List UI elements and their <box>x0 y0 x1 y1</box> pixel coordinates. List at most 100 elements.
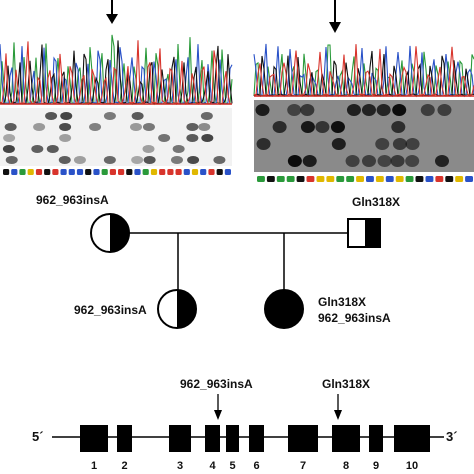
chromatogram-left <box>0 0 233 175</box>
exon-9-box <box>369 425 383 452</box>
gel-band <box>287 104 302 116</box>
arrow-down-icon <box>329 0 341 33</box>
sequence-glyph <box>52 169 59 175</box>
gel-band <box>103 156 116 164</box>
sequence-glyph <box>346 176 355 182</box>
gel-band <box>5 156 18 164</box>
exon-6-box <box>249 425 264 452</box>
exon-3-box <box>169 425 191 452</box>
sequence-letters-left <box>3 169 231 175</box>
sequence-glyph <box>286 176 295 182</box>
sequence-glyph <box>326 176 335 182</box>
trace-lines-right <box>253 43 474 98</box>
gel-band <box>361 104 376 116</box>
arrow-down-icon <box>334 394 342 420</box>
gel-band <box>130 123 143 131</box>
exon-4-box <box>205 425 220 452</box>
sequence-glyph <box>142 169 149 175</box>
gel-band <box>103 112 116 120</box>
sequence-glyph <box>208 169 215 175</box>
exon-9-number: 9 <box>373 460 379 472</box>
exon-5-box <box>226 425 239 452</box>
sequence-glyph <box>60 169 67 175</box>
sequence-glyph <box>296 176 305 182</box>
gel-band <box>186 134 199 142</box>
trace-line <box>0 40 232 105</box>
mutation-label-nonsense: Gln318X <box>322 377 370 391</box>
gel-band <box>272 121 287 133</box>
gel-band <box>58 156 71 164</box>
sequence-glyph <box>224 169 231 175</box>
trace-line <box>253 43 474 97</box>
sequence-glyph <box>109 169 116 175</box>
sequence-glyph <box>3 169 10 175</box>
sequence-glyph <box>266 176 275 182</box>
sequence-glyph <box>375 176 384 182</box>
gel-band <box>315 121 330 133</box>
gel-band <box>377 155 392 167</box>
sequence-glyph <box>167 169 174 175</box>
exon-4-number: 4 <box>209 460 216 472</box>
gel-band <box>3 134 16 142</box>
trace-line <box>253 44 474 97</box>
gel-band <box>287 155 302 167</box>
gel-band <box>255 104 270 116</box>
gel-band <box>187 156 200 164</box>
chromatogram-right <box>253 0 474 182</box>
sequence-glyph <box>465 176 473 182</box>
sequence-glyph <box>415 176 424 182</box>
exon-3-number: 3 <box>177 460 183 472</box>
gel-band <box>345 155 360 167</box>
sequence-glyph <box>200 169 207 175</box>
sequence-glyph <box>356 176 364 182</box>
gel-band <box>420 104 435 116</box>
gel-band <box>59 123 72 131</box>
child2-affected-circle-icon <box>264 289 304 329</box>
exon-10-number: 10 <box>406 460 418 472</box>
gel-band <box>405 138 420 150</box>
mutation-label-insertion: 962_963insA <box>180 377 253 391</box>
sequence-glyph <box>276 176 285 182</box>
arrow-down-icon <box>106 0 118 24</box>
gel-band <box>331 138 346 150</box>
gel-band <box>213 156 226 164</box>
sequence-glyph <box>76 169 84 175</box>
gel-band <box>170 156 183 164</box>
gel-band <box>45 112 58 120</box>
sequence-glyph <box>150 169 158 175</box>
gel-band <box>172 145 185 153</box>
sequence-glyph <box>27 169 34 175</box>
gel-bands-right <box>255 104 452 167</box>
sequence-glyph <box>44 169 51 175</box>
sequence-glyph <box>118 169 125 175</box>
sequence-glyph <box>93 169 100 175</box>
sequence-glyph <box>134 169 141 175</box>
gel-band <box>392 138 407 150</box>
gel-band <box>435 155 450 167</box>
sequence-glyph <box>191 169 199 175</box>
three-prime-label: 3´ <box>446 429 458 444</box>
father-carrier-square-icon <box>347 218 381 248</box>
child2-mutation-label-line2: 962_963insA <box>318 311 391 325</box>
mother-mutation-label: 962_963insA <box>36 193 109 207</box>
gel-band <box>330 121 345 133</box>
exon-8-box <box>332 425 360 452</box>
sequence-glyph <box>159 169 166 175</box>
sequence-glyph <box>425 176 434 182</box>
sequence-letters-right <box>257 176 473 182</box>
child1-mutation-label: 962_963insA <box>74 303 147 317</box>
gel-band <box>131 112 144 120</box>
trace-line <box>253 44 474 98</box>
exon-7-box <box>288 425 318 452</box>
gel-band <box>89 123 102 131</box>
gel-band <box>256 138 271 150</box>
exon-7-number: 7 <box>300 460 306 472</box>
arrow-down-icon <box>214 394 222 420</box>
gel-band <box>346 104 361 116</box>
gel-band <box>46 145 59 153</box>
gel-band <box>198 123 211 131</box>
gel-band <box>390 155 405 167</box>
gel-band <box>375 138 390 150</box>
gel-band <box>73 156 86 164</box>
exon-10-box <box>394 425 430 452</box>
